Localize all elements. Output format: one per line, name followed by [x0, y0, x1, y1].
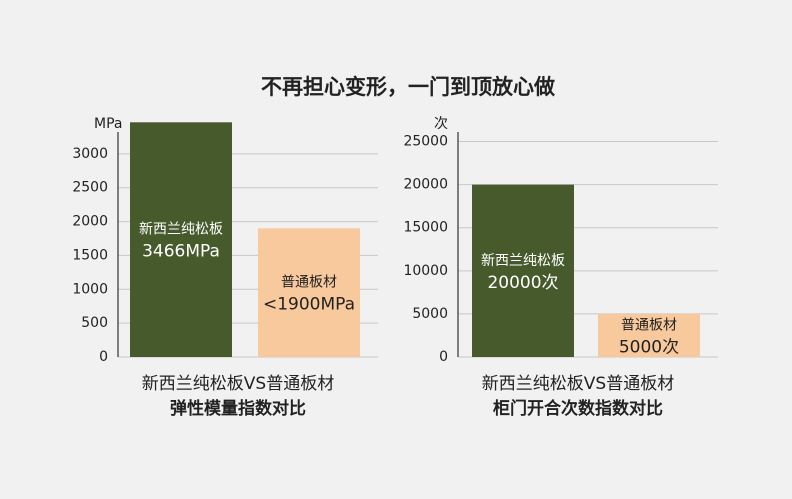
y-tick-label: 2000 [72, 214, 108, 230]
y-tick-label: 0 [99, 349, 108, 365]
bar-value-label: 3466MPa [142, 242, 220, 262]
y-axis-label: MPa [94, 116, 122, 132]
bar [130, 122, 232, 358]
y-tick-label: 20000 [403, 177, 448, 193]
y-tick-label: 5000 [412, 306, 448, 322]
y-tick-label: 3000 [72, 146, 108, 162]
bar-category-label: 新西兰纯松板 [481, 253, 565, 269]
title: 不再担心变形，一门到顶放心做 [261, 75, 555, 99]
bar-value-label: 20000次 [487, 273, 558, 293]
bar [472, 184, 574, 357]
bar-value-label: 5000次 [619, 337, 679, 357]
caption: 弹性模量指数对比 [170, 398, 306, 419]
bar-value-label: <1900MPa [263, 295, 355, 315]
caption: 新西兰纯松板VS普通板材 [482, 374, 674, 394]
bar-category-label: 新西兰纯松板 [139, 222, 223, 238]
y-axis-label: 次 [434, 116, 448, 132]
y-tick-label: 1000 [72, 281, 108, 297]
y-tick-label: 2500 [72, 180, 108, 196]
y-tick-label: 10000 [403, 263, 448, 279]
y-tick-label: 1500 [72, 247, 108, 263]
y-tick-label: 0 [439, 349, 448, 365]
caption: 新西兰纯松板VS普通板材 [142, 374, 334, 394]
caption: 柜门开合次数指数对比 [493, 398, 663, 419]
bar-category-label: 普通板材 [281, 275, 337, 291]
y-tick-label: 25000 [403, 134, 448, 150]
y-tick-label: 500 [81, 315, 108, 331]
bar-category-label: 普通板材 [621, 317, 677, 333]
bar [258, 228, 360, 357]
y-tick-label: 15000 [403, 220, 448, 236]
bar [598, 313, 700, 357]
